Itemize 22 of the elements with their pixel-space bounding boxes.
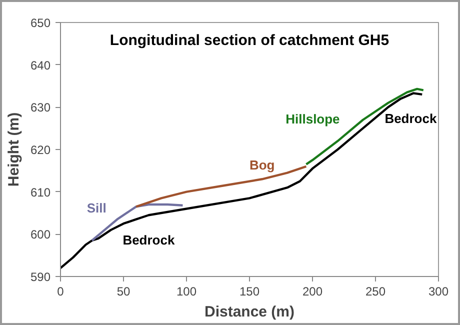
y-axis-title: Height (m) <box>5 112 22 187</box>
x-tick-label: 250 <box>365 284 386 298</box>
y-tick-label: 600 <box>30 228 51 242</box>
y-tick-label: 640 <box>30 58 51 72</box>
x-tick-label: 300 <box>428 284 449 298</box>
x-tick-label: 50 <box>116 284 130 298</box>
series-label: Sill <box>86 200 106 216</box>
y-tick-label: 650 <box>30 16 51 30</box>
x-tick-label: 0 <box>57 284 64 298</box>
series-label: Bedrock <box>384 111 438 126</box>
text: Longitudinal section of catchment GH5 <box>110 32 390 49</box>
y-tick-label: 620 <box>30 143 51 157</box>
x-tick-label: 100 <box>176 284 197 298</box>
x-tick-label: 150 <box>239 284 260 298</box>
series-label: Bog <box>249 158 275 173</box>
y-tick-label: 590 <box>30 270 51 284</box>
x-axis-title: Distance (m) <box>204 304 295 320</box>
series-label: Hillslope <box>286 112 340 127</box>
annotation: Bedrock <box>122 232 176 248</box>
x-tick-label: 200 <box>302 284 323 298</box>
y-tick-label: 610 <box>30 185 51 200</box>
y-tick-label: 630 <box>30 100 51 115</box>
